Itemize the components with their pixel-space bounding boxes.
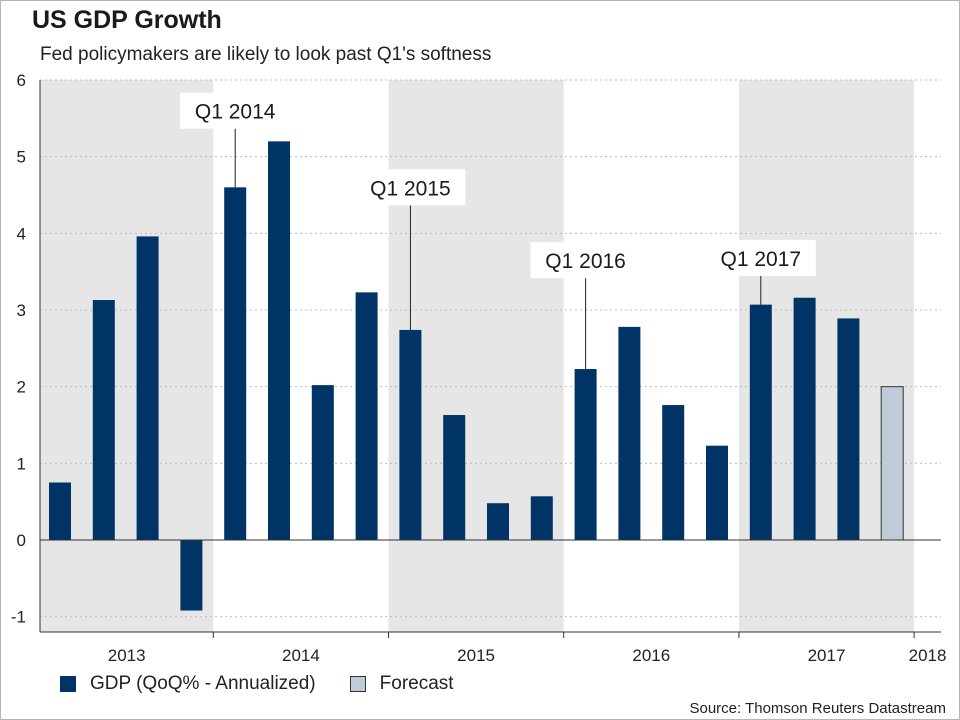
gdp-bar bbox=[180, 540, 203, 611]
x-tick-label: 2018 bbox=[909, 646, 947, 665]
gdp-bar bbox=[793, 297, 816, 540]
y-tick-label: 4 bbox=[17, 224, 26, 243]
annotation-label: Q1 2014 bbox=[195, 101, 276, 124]
chart-legend: GDP (QoQ% - Annualized) Forecast bbox=[60, 673, 488, 695]
x-tick-label: 2013 bbox=[108, 646, 146, 665]
chart-subtitle: Fed policymakers are likely to look past… bbox=[40, 44, 492, 65]
forecast-bar bbox=[880, 386, 904, 541]
y-tick-label: 2 bbox=[17, 378, 26, 397]
y-tick-label: 3 bbox=[17, 301, 26, 320]
gdp-bar bbox=[399, 329, 422, 540]
chart-title: US GDP Growth bbox=[32, 6, 222, 34]
legend-item-forecast: Forecast bbox=[349, 673, 454, 695]
gdp-bar bbox=[268, 141, 290, 541]
x-tick-label: 2017 bbox=[808, 646, 846, 665]
y-tick-label: 0 bbox=[17, 531, 26, 550]
gdp-bar bbox=[618, 326, 641, 540]
y-tick-label: 6 bbox=[17, 71, 26, 90]
gdp-bar bbox=[530, 496, 553, 540]
gdp-bar bbox=[311, 385, 334, 540]
gdp-bar bbox=[92, 300, 115, 540]
annotation-label: Q1 2017 bbox=[721, 248, 802, 271]
gdp-bar bbox=[574, 369, 597, 540]
y-tick-label: -1 bbox=[11, 608, 26, 627]
gdp-bar bbox=[749, 304, 772, 540]
legend-label-forecast: Forecast bbox=[379, 673, 454, 694]
gdp-bar bbox=[662, 405, 685, 540]
source-note: Source: Thomson Reuters Datastream bbox=[689, 700, 946, 717]
gdp-bar bbox=[706, 445, 728, 540]
annotation-box bbox=[530, 242, 641, 279]
annotation-box bbox=[355, 169, 466, 206]
legend-swatch-gdp bbox=[60, 676, 76, 692]
y-tick-label: 5 bbox=[17, 148, 26, 167]
y-tick-label: 1 bbox=[17, 454, 26, 473]
x-tick-label: 2016 bbox=[632, 646, 670, 665]
legend-item-gdp: GDP (QoQ% - Annualized) bbox=[60, 673, 316, 695]
gdp-bar bbox=[136, 236, 159, 540]
x-tick-label: 2014 bbox=[282, 646, 320, 665]
gdp-bar bbox=[224, 187, 247, 541]
gdp-bar bbox=[487, 503, 509, 540]
x-tick-label: 2015 bbox=[457, 646, 495, 665]
annotation-label: Q1 2016 bbox=[545, 250, 626, 273]
gdp-bar bbox=[443, 415, 466, 540]
annotation-box bbox=[705, 239, 816, 276]
annotation-box bbox=[180, 92, 291, 129]
annotation-label: Q1 2015 bbox=[370, 177, 451, 200]
gdp-bar bbox=[837, 318, 860, 540]
legend-swatch-forecast bbox=[349, 676, 366, 692]
gdp-bar bbox=[49, 482, 71, 540]
legend-label-gdp: GDP (QoQ% - Annualized) bbox=[90, 673, 316, 694]
gdp-bar bbox=[355, 292, 378, 540]
